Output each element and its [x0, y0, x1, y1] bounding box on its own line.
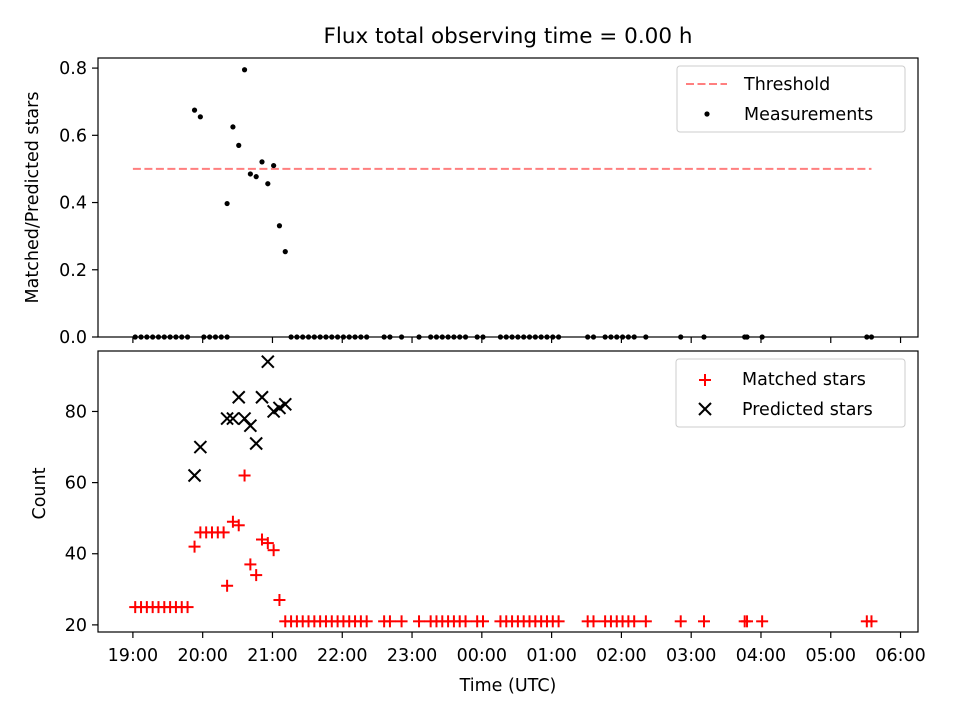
measurement-point [191, 107, 198, 113]
measurement-point [253, 174, 259, 180]
top-y-axis-label: Matched/Predicted stars [23, 92, 43, 304]
bottom-y-axis-label: Count [30, 467, 50, 519]
matched-star-point [395, 615, 408, 628]
predicted-star-point [232, 390, 246, 404]
bottom-y-axis: 20 40 60 80 [65, 402, 98, 636]
matched-star-point [741, 615, 754, 628]
top-y-tick-label: 0.8 [59, 59, 87, 79]
top-y-tick-label: 0.0 [59, 328, 87, 348]
matched-star-point [244, 558, 257, 571]
top-legend-frame [676, 65, 906, 133]
matched-star-point [250, 569, 263, 582]
top-y-tick-label: 0.6 [59, 126, 87, 146]
bottom-y-tick-label: 40 [65, 545, 87, 565]
matched-star-point [756, 615, 769, 628]
measurement-point [259, 159, 265, 165]
matched-legend-swatch [699, 374, 711, 386]
bottom-axes-frame [97, 350, 919, 633]
matched-star-point [181, 601, 194, 614]
matched-star-point [476, 615, 489, 628]
x-tick-label: 22:00 [317, 646, 367, 666]
bottom-panel: 20 40 60 80 19:00 20:00 21:00 22:00 23:00 00:00 0… [30, 350, 926, 696]
predicted-star-point [187, 468, 202, 483]
predicted-legend-swatch [698, 402, 712, 416]
x-tick-label: 00:00 [457, 646, 507, 666]
top-y-axis: 0.0 0.2 0.4 0.6 0.8 [59, 59, 98, 348]
matched-star-point [674, 615, 687, 628]
predicted-star-point [243, 418, 258, 433]
bottom-legend: Matched stars Predicted stars [675, 358, 906, 428]
matched-star-point [459, 615, 472, 628]
threshold-legend-label: Threshold [743, 75, 830, 95]
matched-star-point [639, 615, 652, 628]
x-tick-label: 05:00 [806, 646, 856, 666]
predicted-star-point [193, 440, 208, 454]
measurement-point [276, 223, 283, 229]
measurement-point [197, 114, 203, 120]
x-tick-label: 23:00 [387, 646, 437, 666]
x-tick-label: 03:00 [666, 646, 716, 666]
measurement-point [230, 124, 236, 130]
bottom-y-tick-label: 80 [65, 402, 87, 422]
matched-star-point [238, 469, 251, 482]
measurement-point [236, 142, 242, 148]
bottom-x-axis: 19:00 20:00 21:00 22:00 23:00 00:00 01:00 02:00… [108, 632, 926, 666]
matched-star-point [587, 615, 600, 628]
measurement-point [247, 171, 253, 177]
predicted-star-point [226, 411, 240, 426]
measurement-point [241, 67, 248, 73]
x-tick-label: 06:00 [875, 646, 925, 666]
bottom-legend-frame [675, 358, 906, 428]
measurement-point [224, 200, 230, 207]
matched-star-point [273, 593, 286, 606]
x-axis-label: Time (UTC) [459, 676, 557, 696]
measurement-point [271, 162, 277, 169]
matched-star-point [217, 526, 230, 539]
measurement-point [265, 181, 271, 187]
x-tick-label: 04:00 [736, 646, 786, 666]
matched-star-point [261, 537, 274, 550]
bottom-y-tick-label: 60 [65, 474, 87, 494]
predicted-star-point [278, 397, 292, 412]
x-tick-label: 20:00 [177, 646, 227, 666]
measurements-legend-swatch [704, 111, 710, 117]
measurements-legend-label: Measurements [744, 105, 873, 125]
matched-star-point [413, 615, 426, 628]
matched-star-point [552, 615, 565, 628]
top-axes-frame [97, 57, 919, 338]
matched-star-point [383, 615, 396, 628]
matched-star-point [865, 615, 878, 628]
top-y-tick-label: 0.2 [59, 261, 87, 281]
predicted-star-point [220, 411, 234, 426]
top-y-tick-label: 0.4 [59, 194, 87, 214]
bottom-marks [129, 354, 878, 628]
measurement-point [282, 249, 288, 255]
matched-star-point [697, 615, 710, 628]
matched-star-point [628, 615, 641, 628]
matched-legend-label: Matched stars [742, 370, 866, 390]
x-tick-label: 19:00 [108, 646, 158, 666]
matched-star-point [232, 519, 245, 532]
top-panel: 0.00.20.40.60.8 Matched/Predicted stars … [23, 57, 919, 348]
matched-star-point [188, 540, 201, 553]
bottom-y-tick-label: 20 [65, 616, 87, 636]
top-legend: Threshold Measurements [676, 65, 906, 133]
matched-star-point [267, 544, 280, 557]
predicted-star-point [261, 354, 275, 369]
x-tick-label: 21:00 [247, 646, 297, 666]
predicted-legend-label: Predicted stars [742, 400, 873, 420]
x-tick-label: 02:00 [596, 646, 646, 666]
predicted-star-point [255, 390, 269, 404]
matched-star-point [221, 579, 234, 592]
predicted-star-point [249, 436, 263, 451]
chart-title: Flux total observing time = 0.00 h [324, 24, 693, 49]
top-x-ticks [132, 337, 902, 343]
x-tick-label: 01:00 [526, 646, 576, 666]
matched-star-point [360, 615, 373, 628]
